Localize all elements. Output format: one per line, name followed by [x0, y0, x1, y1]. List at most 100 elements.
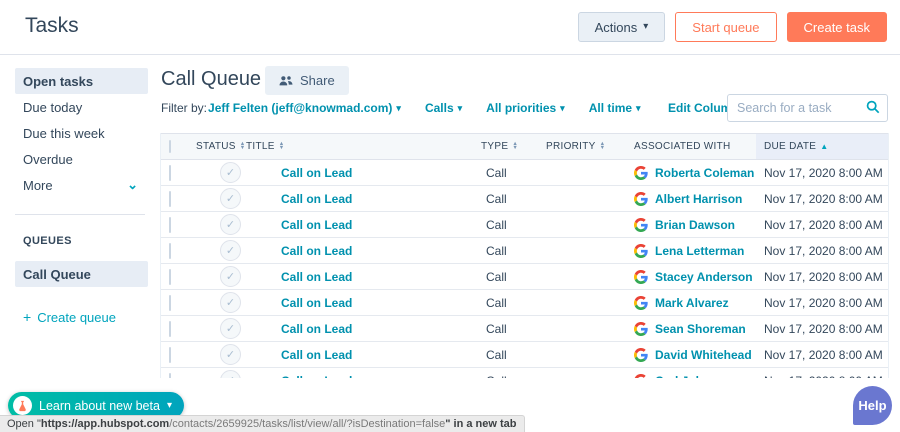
table-row[interactable]: ✓ Call on Lead Call Albert Harrison Nov … — [161, 186, 888, 212]
row-checkbox[interactable] — [169, 164, 171, 181]
check-icon: ✓ — [225, 349, 236, 361]
task-title-link[interactable]: Call on Lead — [281, 269, 353, 284]
row-checkbox[interactable] — [169, 346, 171, 363]
select-all-checkbox[interactable] — [169, 140, 171, 153]
sidebar-item-more[interactable]: More ⌄ — [15, 172, 148, 198]
start-queue-button[interactable]: Start queue — [675, 12, 777, 42]
row-checkbox[interactable] — [169, 190, 171, 207]
google-logo-icon — [634, 217, 648, 232]
column-header-due-date[interactable]: DUE DATE ▲ — [756, 134, 888, 159]
create-task-button[interactable]: Create task — [786, 12, 887, 42]
task-title-link[interactable]: Call on Lead — [281, 321, 353, 336]
google-logo-icon — [634, 321, 648, 336]
row-checkbox[interactable] — [169, 294, 171, 311]
sidebar-item-due-today[interactable]: Due today — [15, 94, 148, 120]
table-row[interactable]: ✓ Call on Lead Call Lena Letterman Nov 1… — [161, 238, 888, 264]
associated-contact-link[interactable]: David Whitehead — [655, 347, 752, 362]
task-title-link[interactable]: Call on Lead — [281, 295, 353, 310]
owner-filter-dropdown[interactable]: Jeff Felten (jeff@knowmad.com) ▾ — [208, 101, 401, 115]
google-logo-icon — [634, 191, 648, 206]
status-complete-toggle[interactable]: ✓ — [220, 162, 241, 183]
table-row[interactable]: ✓ Call on Lead Call Carl Johnson Nov 17,… — [161, 368, 888, 378]
table-row[interactable]: ✓ Call on Lead Call Brian Dawson Nov 17,… — [161, 212, 888, 238]
task-title-link[interactable]: Call on Lead — [281, 347, 353, 362]
task-title-link[interactable]: Call on Lead — [281, 165, 353, 180]
status-text-suffix: " in a new tab — [445, 418, 517, 430]
check-icon: ✓ — [226, 374, 235, 378]
status-complete-toggle[interactable]: ✓ — [220, 266, 241, 287]
status-complete-toggle[interactable]: ✓ — [220, 344, 241, 365]
status-complete-toggle[interactable]: ✓ — [220, 292, 241, 313]
check-icon: ✓ — [225, 245, 236, 257]
search-input[interactable] — [727, 94, 888, 122]
search-icon[interactable] — [866, 100, 880, 119]
task-title-link[interactable]: Call on Lead — [281, 191, 353, 206]
row-checkbox[interactable] — [169, 372, 171, 378]
status-complete-toggle[interactable]: ✓ — [220, 188, 241, 209]
row-checkbox[interactable] — [169, 216, 171, 233]
task-title-link[interactable]: Call on Lead — [281, 374, 352, 379]
status-complete-toggle[interactable]: ✓ — [220, 318, 241, 339]
task-type: Call — [486, 347, 507, 362]
status-complete-toggle[interactable]: ✓ — [220, 214, 241, 235]
associated-contact-link[interactable]: Mark Alvarez — [655, 295, 729, 310]
google-logo-icon — [634, 373, 648, 378]
associated-contact-link[interactable]: Sean Shoreman — [655, 321, 746, 336]
table-row[interactable]: ✓ Call on Lead Call Mark Alvarez Nov 17,… — [161, 290, 888, 316]
associated-contact-link[interactable]: Roberta Coleman — [655, 165, 755, 180]
create-queue-label: Create queue — [37, 309, 116, 325]
help-button[interactable]: Help — [853, 386, 892, 425]
due-date: Nov 17, 2020 8:00 AM — [764, 295, 883, 310]
top-header: Tasks Actions ▾ Start queue Create task — [0, 0, 900, 55]
sidebar-divider — [15, 214, 145, 215]
row-checkbox[interactable] — [169, 268, 171, 285]
associated-contact-link[interactable]: Stacey Anderson — [655, 269, 753, 284]
actions-button[interactable]: Actions ▾ — [577, 12, 666, 42]
create-queue-button[interactable]: + Create queue — [23, 309, 160, 325]
column-header-associated-with[interactable]: ASSOCIATED WITH — [626, 141, 756, 152]
edit-columns-link[interactable]: Edit Columns — [668, 101, 746, 115]
column-header-title[interactable]: TITLE ▲ ▼ — [246, 141, 284, 152]
table-row[interactable]: ✓ Call on Lead Call Stacey Anderson Nov … — [161, 264, 888, 290]
sidebar-item-label: More — [23, 177, 53, 193]
column-header-type[interactable]: TYPE ▲ ▼ — [481, 141, 546, 152]
associated-contact-link[interactable]: Brian Dawson — [655, 217, 736, 232]
column-header-status[interactable]: STATUS ▲ ▼ — [196, 141, 281, 152]
sidebar-item-open-tasks[interactable]: Open tasks — [15, 68, 148, 94]
sort-icon: ▲ ▼ — [278, 141, 285, 151]
create-task-label: Create task — [803, 19, 870, 35]
table-row[interactable]: ✓ Call on Lead Call Sean Shoreman Nov 17… — [161, 316, 888, 342]
status-complete-toggle[interactable]: ✓ — [220, 370, 241, 378]
table-row[interactable]: ✓ Call on Lead Call Roberta Coleman Nov … — [161, 160, 888, 186]
sort-icon: ▲ ▼ — [239, 141, 246, 151]
row-checkbox[interactable] — [169, 320, 171, 337]
associated-contact-link[interactable]: Albert Harrison — [655, 191, 743, 206]
sidebar-item-overdue[interactable]: Overdue — [15, 146, 148, 172]
due-date: Nov 17, 2020 8:00 AM — [764, 217, 883, 232]
task-title-link[interactable]: Call on Lead — [281, 243, 353, 258]
owner-filter-value: Jeff Felten (jeff@knowmad.com) — [208, 101, 393, 115]
associated-contact-link[interactable]: Lena Letterman — [655, 243, 745, 258]
priority-filter-dropdown[interactable]: All priorities ▾ — [486, 101, 565, 115]
time-filter-dropdown[interactable]: All time ▾ — [589, 101, 641, 115]
learn-about-beta-button[interactable]: Learn about new beta ▾ — [8, 392, 184, 419]
sidebar-item-call-queue[interactable]: Call Queue — [15, 261, 148, 287]
row-checkbox[interactable] — [169, 242, 171, 259]
share-button[interactable]: Share — [265, 66, 349, 95]
check-icon: ✓ — [225, 219, 236, 231]
column-header-priority[interactable]: PRIORITY ▲ ▼ — [546, 141, 626, 152]
task-type: Call — [486, 243, 507, 258]
sidebar-item-due-this-week[interactable]: Due this week — [15, 120, 148, 146]
task-title-link[interactable]: Call on Lead — [281, 217, 353, 232]
share-button-label: Share — [300, 73, 335, 88]
sidebar-item-label: Due today — [23, 99, 83, 115]
browser-status-bar: Open " https://app.hubspot.com/contacts/2… — [0, 415, 525, 432]
associated-contact-link[interactable]: Carl Johnson — [655, 374, 732, 379]
help-button-label: Help — [858, 398, 887, 413]
table-row[interactable]: ✓ Call on Lead Call David Whitehead Nov … — [161, 342, 888, 368]
queue-title: Call Queue — [161, 68, 262, 90]
due-date: Nov 17, 2020 8:00 AM — [764, 321, 883, 336]
type-filter-dropdown[interactable]: Calls ▾ — [425, 101, 462, 115]
status-complete-toggle[interactable]: ✓ — [220, 240, 241, 261]
